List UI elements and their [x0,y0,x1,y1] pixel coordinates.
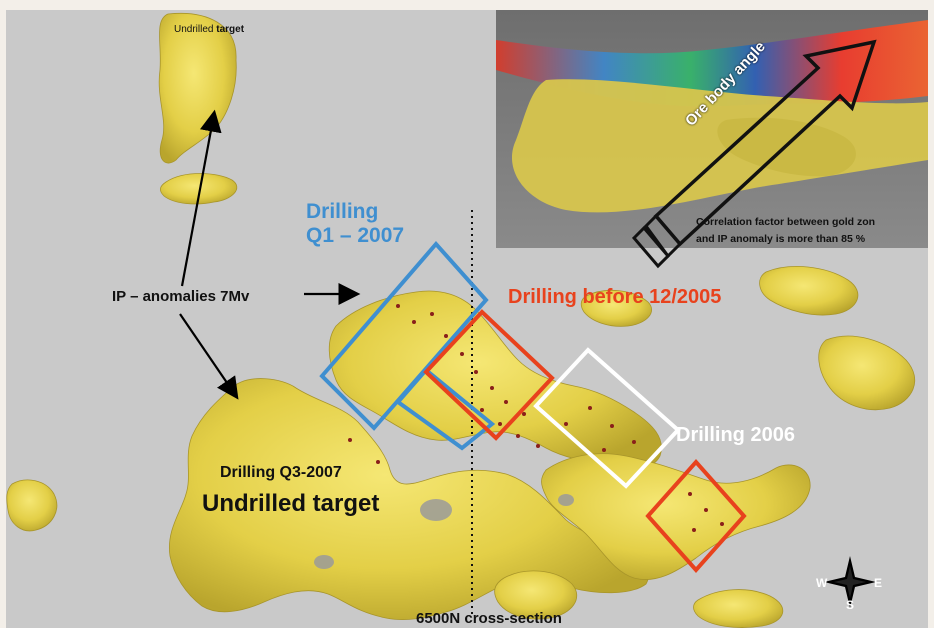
ip-arrows [179,109,361,400]
undrilled-target-top-label: Undrilled target [174,24,244,35]
compass-w: W [816,576,828,590]
drilling-q1-line2: Q1 – 2007 [306,224,405,247]
map-graphic [6,10,928,628]
orebody-far-right [759,266,859,316]
compass-s: S [846,598,855,612]
drilling-q1-label: Drilling Q1 – 2007 [306,200,404,248]
correlation-line1: Correlation factor between gold zon [696,216,876,228]
orebody-map: Undrilled target IP – anomalies 7Mv Dril… [6,10,928,628]
ore-bodies [6,12,916,628]
undrilled-target-big-label: Undrilled target [202,490,380,517]
compass-icon [824,556,876,608]
undrilled-word: Undrilled [174,24,214,35]
drilling-before-frames [423,309,747,574]
drilling-before-label: Drilling before 12/2005 [508,286,722,308]
orebody-east [541,453,811,580]
cross-section-label: 6500N cross-section [416,610,562,627]
ore-body-angle-arrow [631,39,877,269]
orebody-small-left [160,173,238,205]
correlation-line2: and IP anomaly is more than 85 % [696,233,866,245]
drill-hole-dots [348,304,724,532]
drilling-q3-label: Drilling Q3-2007 [220,464,342,481]
correlation-note: Correlation factor between gold zon and … [696,214,875,248]
drilling-2006-label: Drilling 2006 [676,424,795,446]
compass-e: E [874,576,883,590]
target-word: target [216,24,245,35]
orebody-top-left [158,12,237,164]
orebody-bottom-right [693,589,783,628]
orebody-left-bottom [6,479,58,532]
drilling-q1-line1: Drilling [306,200,379,223]
orebody-bottom-center [494,570,578,620]
orebody-right-mid [818,335,916,411]
ip-anomalies-label: IP – anomalies 7Mv [112,288,250,305]
drilling-q1-frames [319,240,496,451]
drilling-2006-frame [533,347,681,489]
inset-3d-view [496,10,928,269]
orebody-upper-right [580,290,653,327]
ore-holes [314,494,574,569]
